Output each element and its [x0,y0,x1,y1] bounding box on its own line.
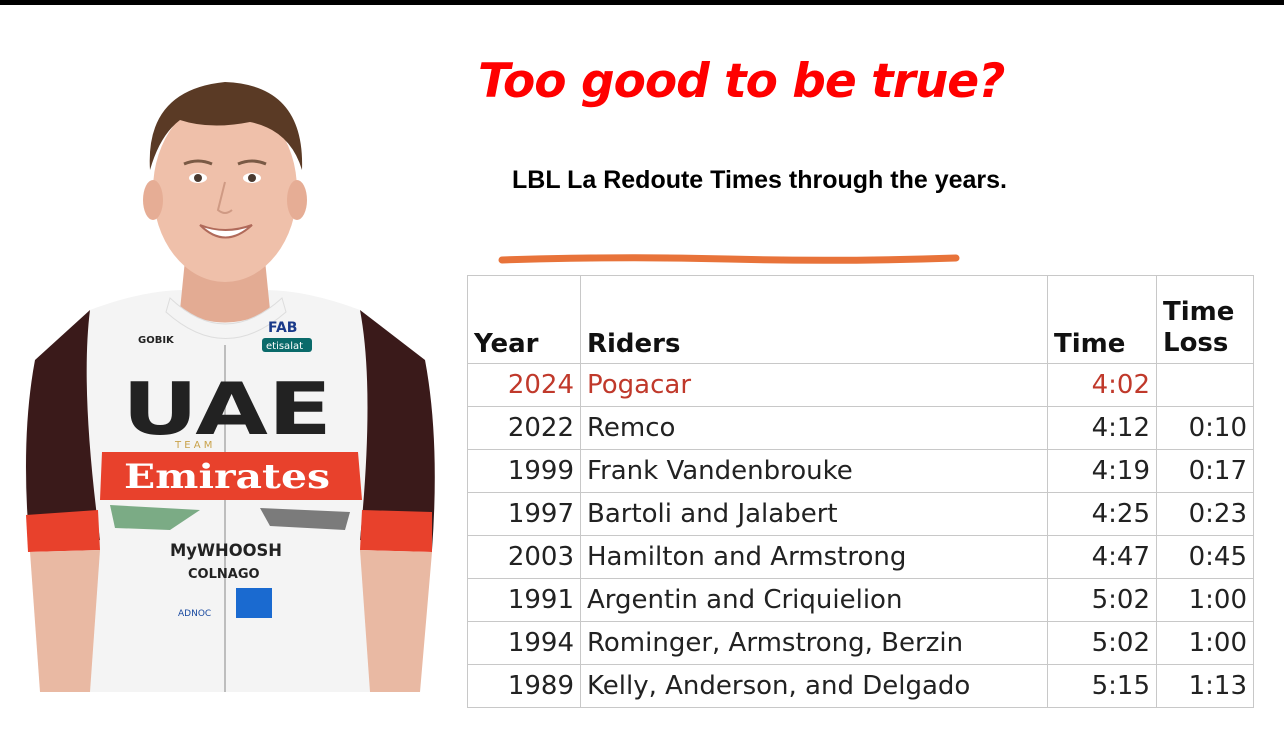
rider-hair [149,82,303,170]
cell-loss [1156,363,1254,407]
cell-time: 5:15 [1047,664,1157,708]
partner-fab: FAB [268,320,297,336]
cell-riders: Argentin and Criquielion [580,578,1048,622]
adnoc-logo-icon [236,588,272,618]
jersey-team-text: UAE [122,367,332,451]
cell-loss: 0:17 [1156,449,1254,493]
cell-year: 1997 [467,492,581,536]
cell-year: 1989 [467,664,581,708]
header-time-loss: Time Loss [1156,275,1254,364]
cell-loss: 0:45 [1156,535,1254,579]
cell-year: 2024 [467,363,581,407]
partner-etisalat: etisalat [266,341,303,352]
rider-photo: GOBIK FAB etisalat UAE T E A M Emirates … [25,82,435,692]
cell-riders: Rominger, Armstrong, Berzin [580,621,1048,665]
table-row: 2003 Hamilton and Armstrong 4:47 0:45 [467,535,1254,579]
header-year: Year [467,275,581,364]
cell-time: 4:12 [1047,406,1157,450]
table-row: 1994 Rominger, Armstrong, Berzin 5:02 1:… [467,621,1254,665]
cell-time: 4:02 [1047,363,1157,407]
cell-riders: Kelly, Anderson, and Delgado [580,664,1048,708]
cell-year: 1999 [467,449,581,493]
page-subtitle: LBL La Redoute Times through the years. [512,166,1007,194]
top-border [0,0,1284,5]
cell-riders: Hamilton and Armstrong [580,535,1048,579]
cell-year: 2022 [467,406,581,450]
underline-stroke [498,254,960,264]
cell-loss: 0:10 [1156,406,1254,450]
table-row: 1999 Frank Vandenbrouke 4:19 0:17 [467,449,1254,493]
header-loss-line2: Loss [1163,327,1229,358]
cell-time: 5:02 [1047,621,1157,665]
sponsor-band [100,452,362,500]
rider-face [153,98,297,282]
header-time: Time [1047,275,1157,364]
table-row: 2024 Pogacar 4:02 [467,363,1254,407]
cell-loss: 1:00 [1156,578,1254,622]
table-row: 1991 Argentin and Criquielion 5:02 1:00 [467,578,1254,622]
table-row: 1989 Kelly, Anderson, and Delgado 5:15 1… [467,664,1254,708]
cell-year: 1994 [467,621,581,665]
cell-year: 1991 [467,578,581,622]
partner-mywhoosh: MyWHOOSH [170,541,282,561]
page-title: Too good to be true? [478,54,1005,109]
cell-riders: Frank Vandenbrouke [580,449,1048,493]
cell-time: 5:02 [1047,578,1157,622]
header-loss-line1: Time [1163,296,1235,327]
jersey-sponsor-text: Emirates [124,457,330,497]
header-riders: Riders [580,275,1048,364]
cell-riders: Bartoli and Jalabert [580,492,1048,536]
table-row: 2022 Remco 4:12 0:10 [467,406,1254,450]
cell-riders: Remco [580,406,1048,450]
cell-riders: Pogacar [580,363,1048,407]
cell-year: 2003 [467,535,581,579]
partner-colnago: COLNAGO [188,567,260,582]
table-row: 1997 Bartoli and Jalabert 4:25 0:23 [467,492,1254,536]
table-header-row: Year Riders Time Time Loss [467,275,1254,364]
cell-time: 4:25 [1047,492,1157,536]
cell-loss: 1:13 [1156,664,1254,708]
cell-time: 4:19 [1047,449,1157,493]
cell-loss: 1:00 [1156,621,1254,665]
cell-time: 4:47 [1047,535,1157,579]
partner-gobik: GOBIK [138,335,175,346]
right-sleeve [360,310,435,550]
times-table: Year Riders Time Time Loss 2024 Pogacar 4… [467,275,1254,708]
jersey-team-sub: T E A M [174,440,212,451]
left-sleeve [26,310,100,550]
cell-loss: 0:23 [1156,492,1254,536]
partner-adnoc: ADNOC [178,609,211,619]
